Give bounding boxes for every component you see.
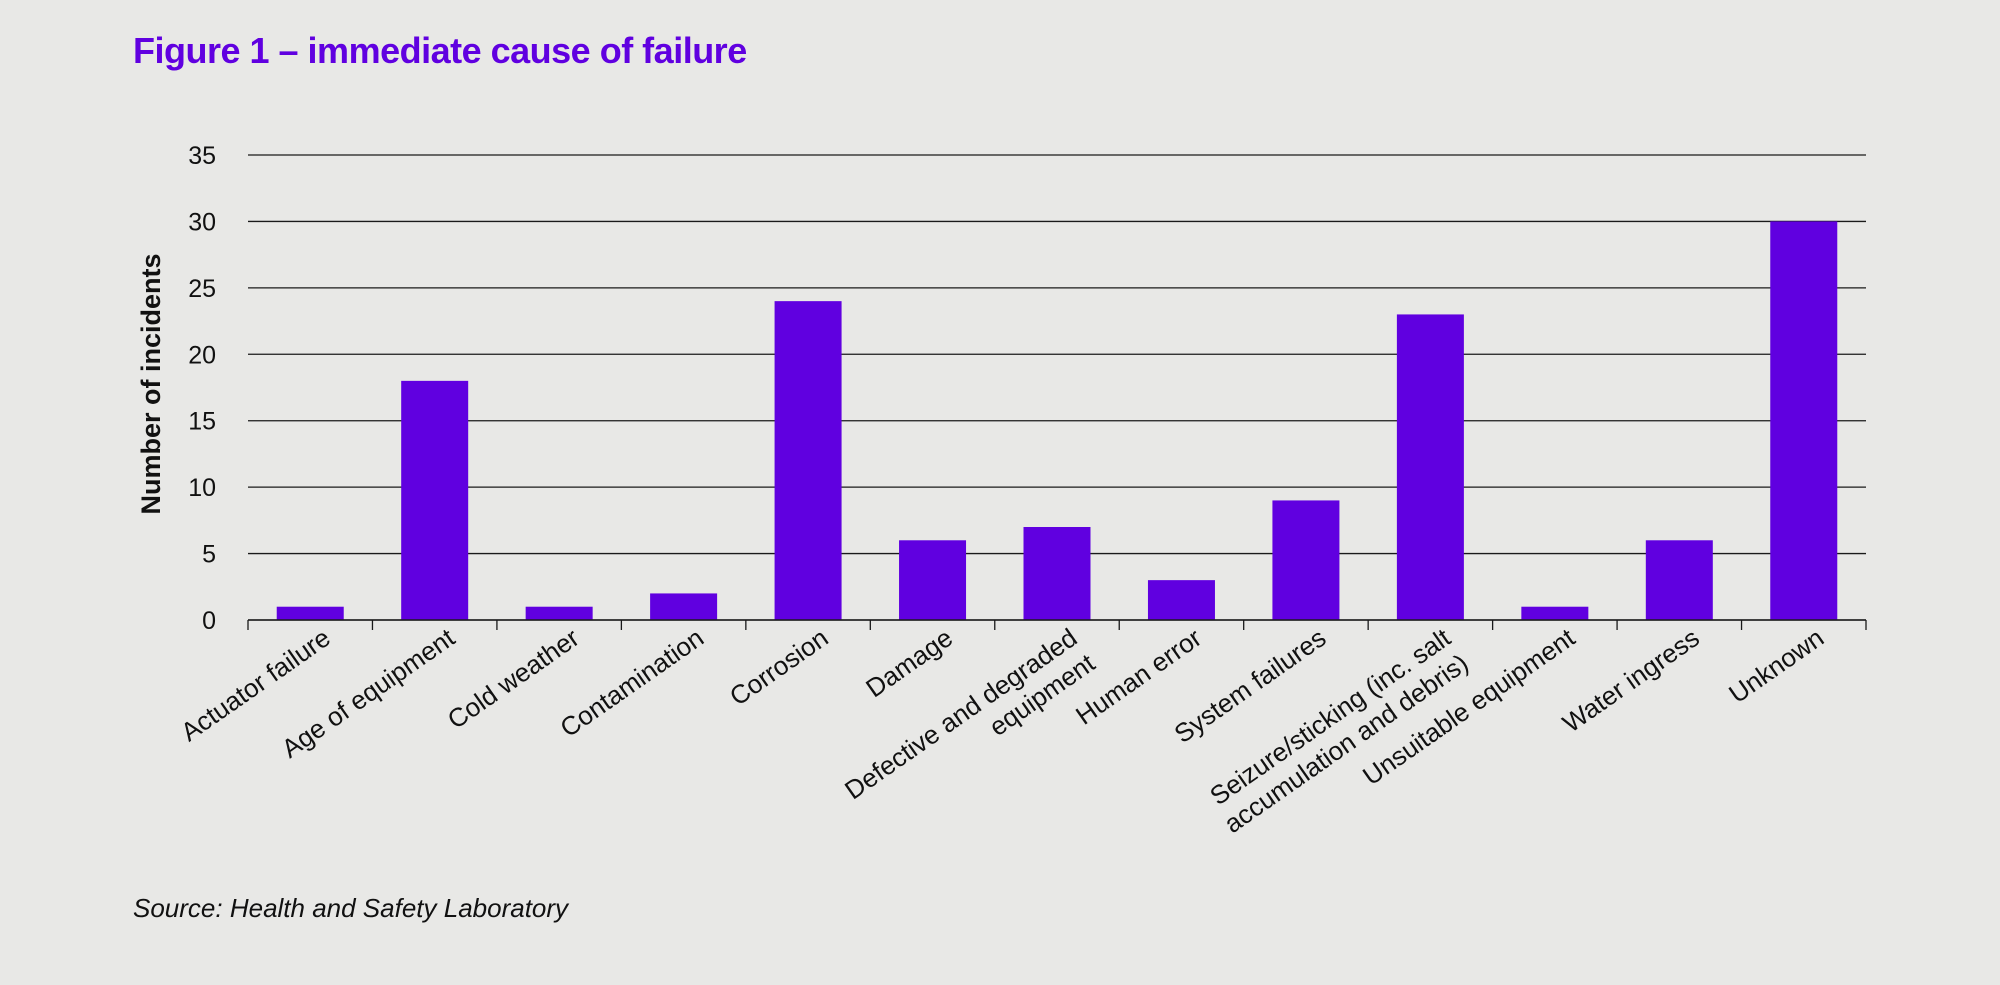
x-axis: [247, 619, 1867, 630]
y-tick-label: 0: [202, 607, 216, 635]
y-tick-label: 25: [188, 275, 216, 303]
y-tick-label: 35: [188, 142, 216, 170]
bar: [1396, 314, 1464, 620]
y-tick-label: 10: [188, 474, 216, 502]
chart-title: Figure 1 – immediate cause of failure: [133, 30, 747, 71]
x-tick-label: Water ingress: [1557, 622, 1705, 738]
bar: [1770, 221, 1838, 620]
x-tick-label: Defective and degradedequipment: [839, 622, 1101, 831]
bar: [774, 301, 842, 620]
bar: [1521, 606, 1589, 620]
bar: [899, 540, 967, 620]
bar: [401, 380, 469, 620]
x-tick-label: Damage: [860, 622, 958, 703]
bar: [1272, 500, 1340, 620]
bar: [525, 606, 593, 620]
y-tick-label: 5: [202, 541, 216, 569]
x-tick-label: Corrosion: [724, 622, 834, 711]
x-tick-label: Unknown: [1723, 622, 1829, 709]
bar: [1645, 540, 1713, 620]
y-tick-labels: 0 5 10 15 20 25 30 35: [188, 142, 216, 635]
y-tick-label: 15: [188, 408, 216, 436]
bar: [276, 606, 344, 620]
bars: [276, 221, 1838, 620]
source-note: Source: Health and Safety Laboratory: [133, 893, 569, 923]
bar: [1023, 527, 1091, 620]
bar: [650, 593, 718, 620]
y-tick-label: 20: [188, 341, 216, 369]
y-tick-label: 30: [188, 208, 216, 236]
bar: [1147, 580, 1215, 620]
y-axis-label: Number of incidents: [136, 253, 166, 514]
